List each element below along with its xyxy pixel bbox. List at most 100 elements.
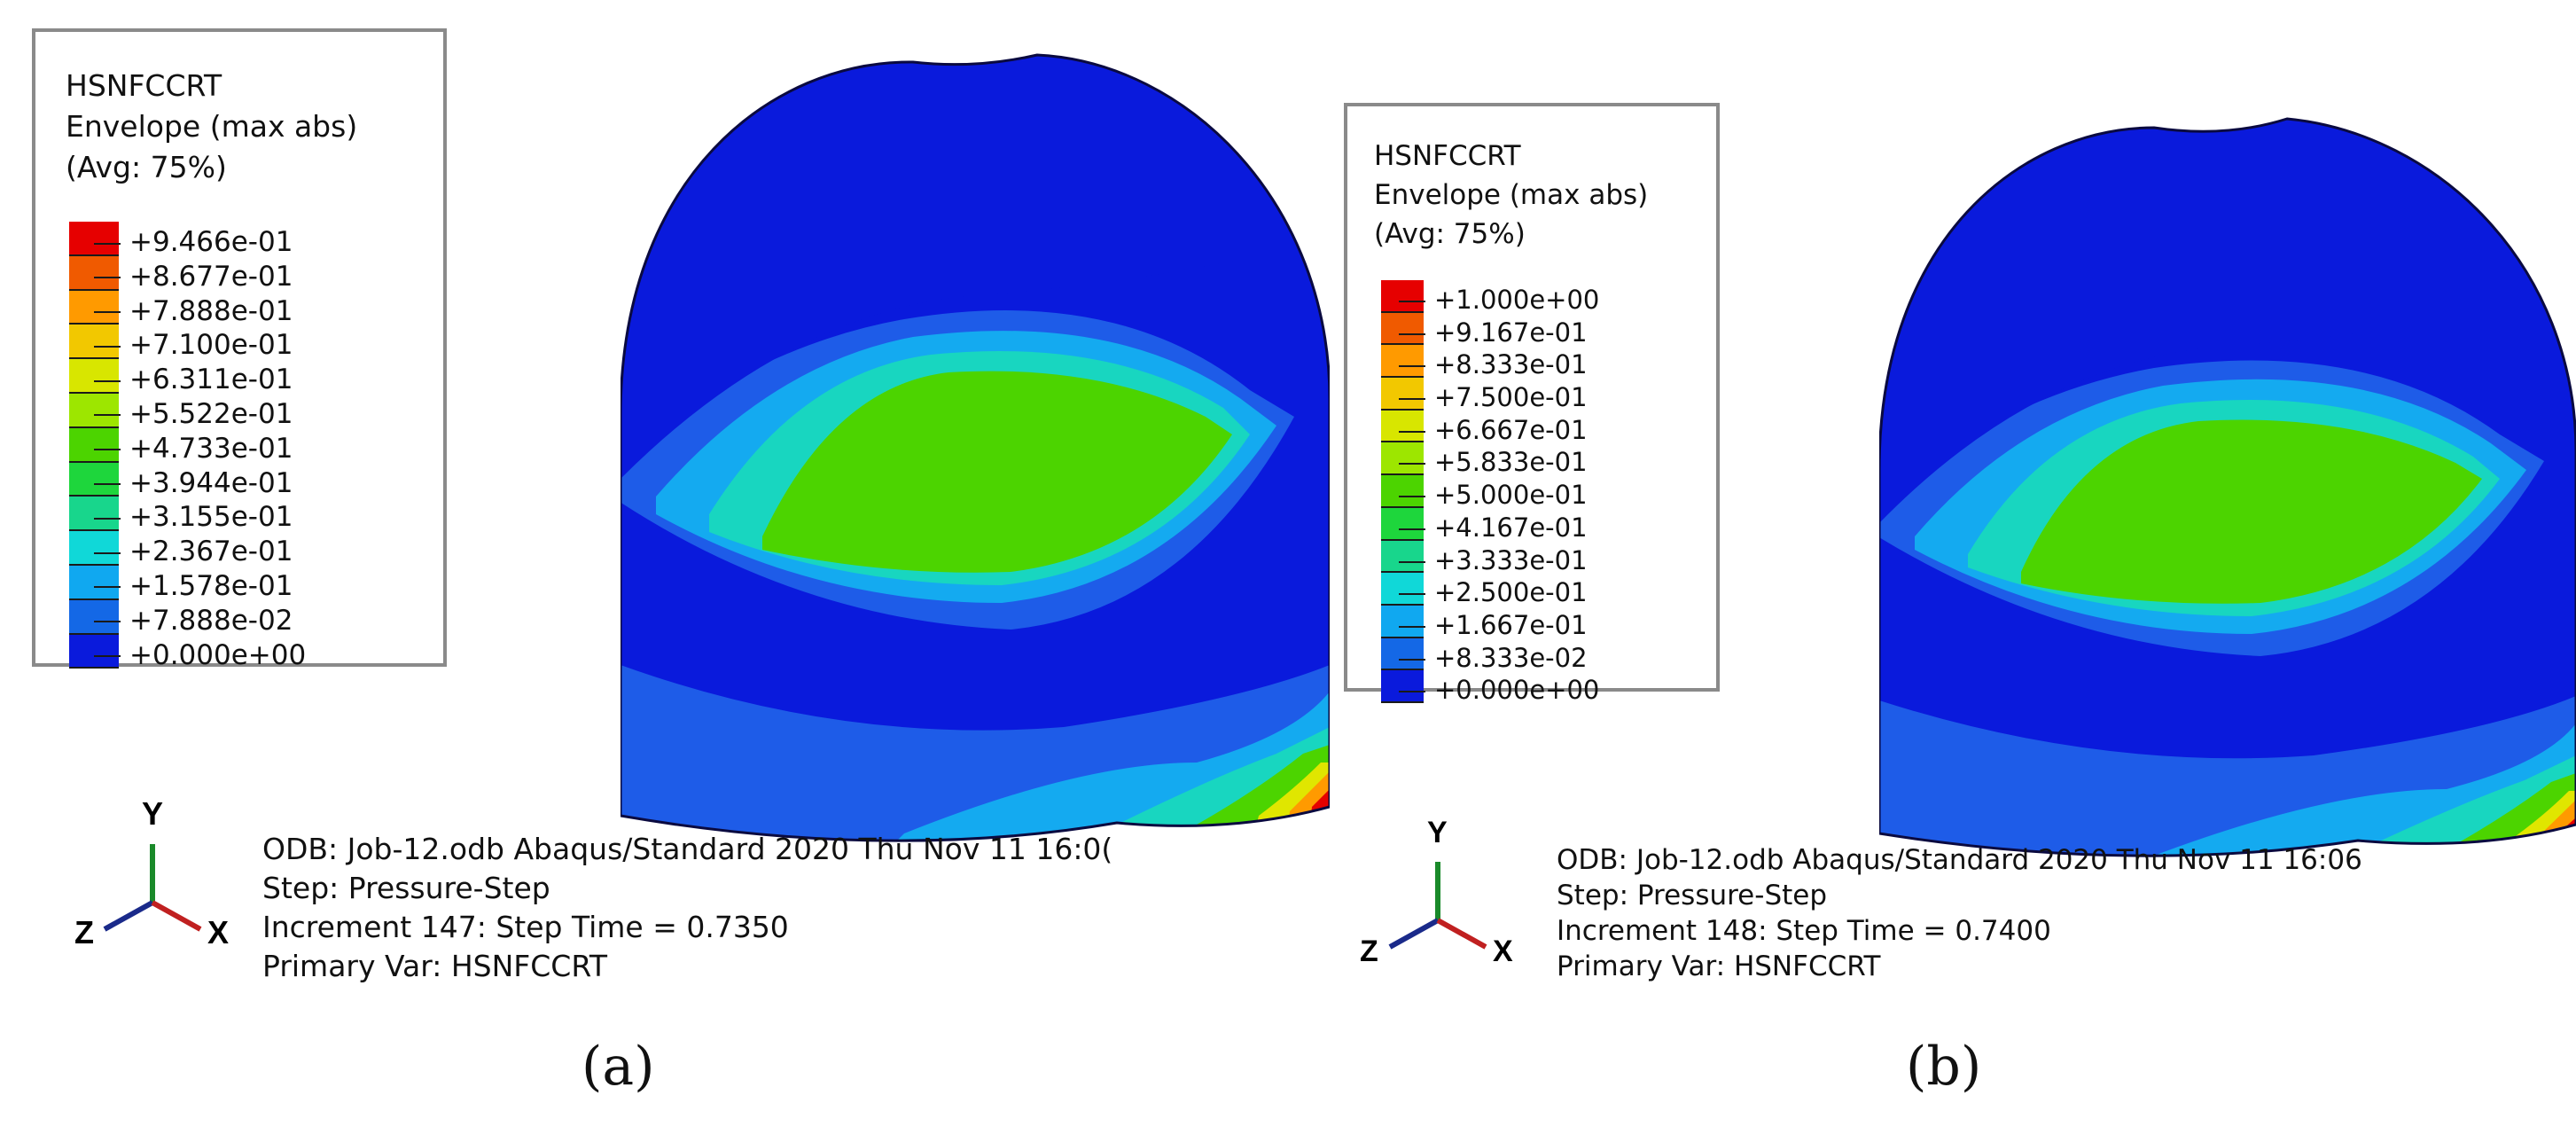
triad-x-axis <box>151 900 202 932</box>
legend-envelope: Envelope (max abs) <box>66 109 358 144</box>
legend-level-value: +7.500e-01 <box>1434 382 1588 413</box>
legend-level: +0.000e+00 <box>94 638 306 673</box>
triad-x-label: X <box>207 914 229 949</box>
legend-level-value: +7.888e-01 <box>129 294 293 327</box>
legend-level-value: +2.367e-01 <box>129 536 293 568</box>
legend-level-value: +3.944e-01 <box>129 466 293 499</box>
legend-level: +1.667e-01 <box>1399 609 1599 642</box>
legend-averaging: (Avg: 75%) <box>66 150 227 184</box>
legend-level: +1.578e-01 <box>94 569 306 604</box>
step-line: Step: Pressure-Step <box>1557 880 1828 911</box>
increment-line: Increment 147: Step Time = 0.7350 <box>262 910 789 944</box>
caption-b: (b) <box>1906 1036 1982 1098</box>
legend-level: +2.367e-01 <box>94 535 306 569</box>
legend-level: +6.311e-01 <box>94 363 306 397</box>
legend-level: +9.167e-01 <box>1399 317 1599 349</box>
legend-tick <box>1399 398 1425 401</box>
legend-level-value: +9.167e-01 <box>1434 317 1588 348</box>
legend-level-value: +6.667e-01 <box>1434 414 1588 445</box>
legend-tick <box>94 345 121 348</box>
legend-level-value: +3.155e-01 <box>129 501 293 534</box>
panel-b: HSNFCCRT Envelope (max abs) (Avg: 75%) +… <box>1330 0 2576 1142</box>
legend-level: +7.100e-01 <box>94 328 306 363</box>
legend-tick <box>1399 658 1425 661</box>
legend-tick <box>1399 593 1425 596</box>
legend-tick <box>1399 528 1425 530</box>
legend-tick <box>1399 332 1425 335</box>
caption-a: (a) <box>582 1036 655 1098</box>
legend-level-value: +1.578e-01 <box>129 569 293 602</box>
legend-level: +3.155e-01 <box>94 500 306 535</box>
legend-level: +3.333e-01 <box>1399 544 1599 577</box>
legend-level-value: +3.333e-01 <box>1434 544 1588 575</box>
odb-line: ODB: Job-12.odb Abaqus/Standard 2020 Thu… <box>262 832 1113 866</box>
legend-tick <box>94 517 121 520</box>
legend-swatch <box>69 255 119 291</box>
triad-x-axis <box>1436 918 1487 950</box>
legend-level-value: +9.466e-01 <box>129 226 293 258</box>
legend-level-value: +5.833e-01 <box>1434 447 1588 478</box>
legend-swatch <box>1381 442 1424 476</box>
contour-model-b <box>1879 117 2576 857</box>
legend-level-value: +7.100e-01 <box>129 329 293 362</box>
color-ramp <box>69 222 119 669</box>
legend-box: HSNFCCRT Envelope (max abs) (Avg: 75%) +… <box>1344 103 1720 705</box>
legend-swatch <box>69 325 119 360</box>
legend-swatch <box>1381 670 1424 703</box>
legend-level: +8.333e-02 <box>1399 642 1599 675</box>
legend-level-value: +6.311e-01 <box>129 364 293 396</box>
legend-tick <box>94 483 121 486</box>
legend-level: +5.000e-01 <box>1399 479 1599 512</box>
contour-band-base <box>1879 119 2576 523</box>
legend-tick <box>1399 430 1425 433</box>
legend-tick <box>1399 365 1425 368</box>
legend-swatch <box>69 359 119 394</box>
legend-level: +4.733e-01 <box>94 432 306 466</box>
legend-tick <box>94 551 121 554</box>
legend-tick <box>94 655 121 658</box>
legend-swatch <box>1381 410 1424 443</box>
legend-level-value: +4.733e-01 <box>129 432 293 465</box>
triad-z-label: Z <box>74 914 94 949</box>
contour-band-band-green <box>762 371 1232 573</box>
legend-swatch <box>1381 312 1424 346</box>
legend-swatch <box>69 531 119 566</box>
legend-swatch <box>1381 573 1424 606</box>
primary-var-line: Primary Var: HSNFCCRT <box>1557 950 1881 982</box>
legend-level-value: +7.888e-02 <box>129 604 293 637</box>
legend-level-value: +1.000e+00 <box>1434 285 1600 315</box>
contour-model-a <box>621 53 1330 842</box>
legend-swatch <box>1381 507 1424 541</box>
legend-level: +5.833e-01 <box>1399 446 1599 479</box>
increment-line: Increment 148: Step Time = 0.7400 <box>1557 915 2051 947</box>
legend-level: +4.167e-01 <box>1399 512 1599 544</box>
primary-var-line: Primary Var: HSNFCCRT <box>262 949 608 983</box>
legend-tick <box>94 449 121 451</box>
legend-swatch <box>1381 378 1424 411</box>
legend-level: +2.500e-01 <box>1399 576 1599 609</box>
contour-band-base <box>621 55 1330 479</box>
legend-tick <box>94 621 121 623</box>
legend-swatch <box>69 393 119 428</box>
legend-level-value: +4.167e-01 <box>1434 512 1588 543</box>
legend-tick <box>1399 560 1425 563</box>
legend-swatch <box>1381 637 1424 671</box>
legend-level-value: +5.000e-01 <box>1434 480 1588 511</box>
legend-swatch <box>1381 345 1424 379</box>
legend-level-value: +0.000e+00 <box>129 638 307 671</box>
legend-tick <box>1399 301 1425 302</box>
triad-y-label: Y <box>142 798 163 832</box>
legend-variable: HSNFCCRT <box>66 68 222 103</box>
legend-swatch <box>69 222 119 256</box>
legend-level: +8.333e-01 <box>1399 348 1599 381</box>
legend-swatch <box>1381 475 1424 508</box>
legend-swatch <box>1381 280 1424 313</box>
legend-variable: HSNFCCRT <box>1374 140 1521 172</box>
legend-level: +3.944e-01 <box>94 466 306 501</box>
legend-level: +6.667e-01 <box>1399 414 1599 447</box>
legend-level: +9.466e-01 <box>94 225 306 260</box>
triad-x-label: X <box>1493 935 1513 966</box>
odb-info: ODB: Job-12.odb Abaqus/Standard 2020 Thu… <box>1557 842 2362 984</box>
legend-swatch <box>69 427 119 463</box>
legend-swatch <box>69 290 119 325</box>
